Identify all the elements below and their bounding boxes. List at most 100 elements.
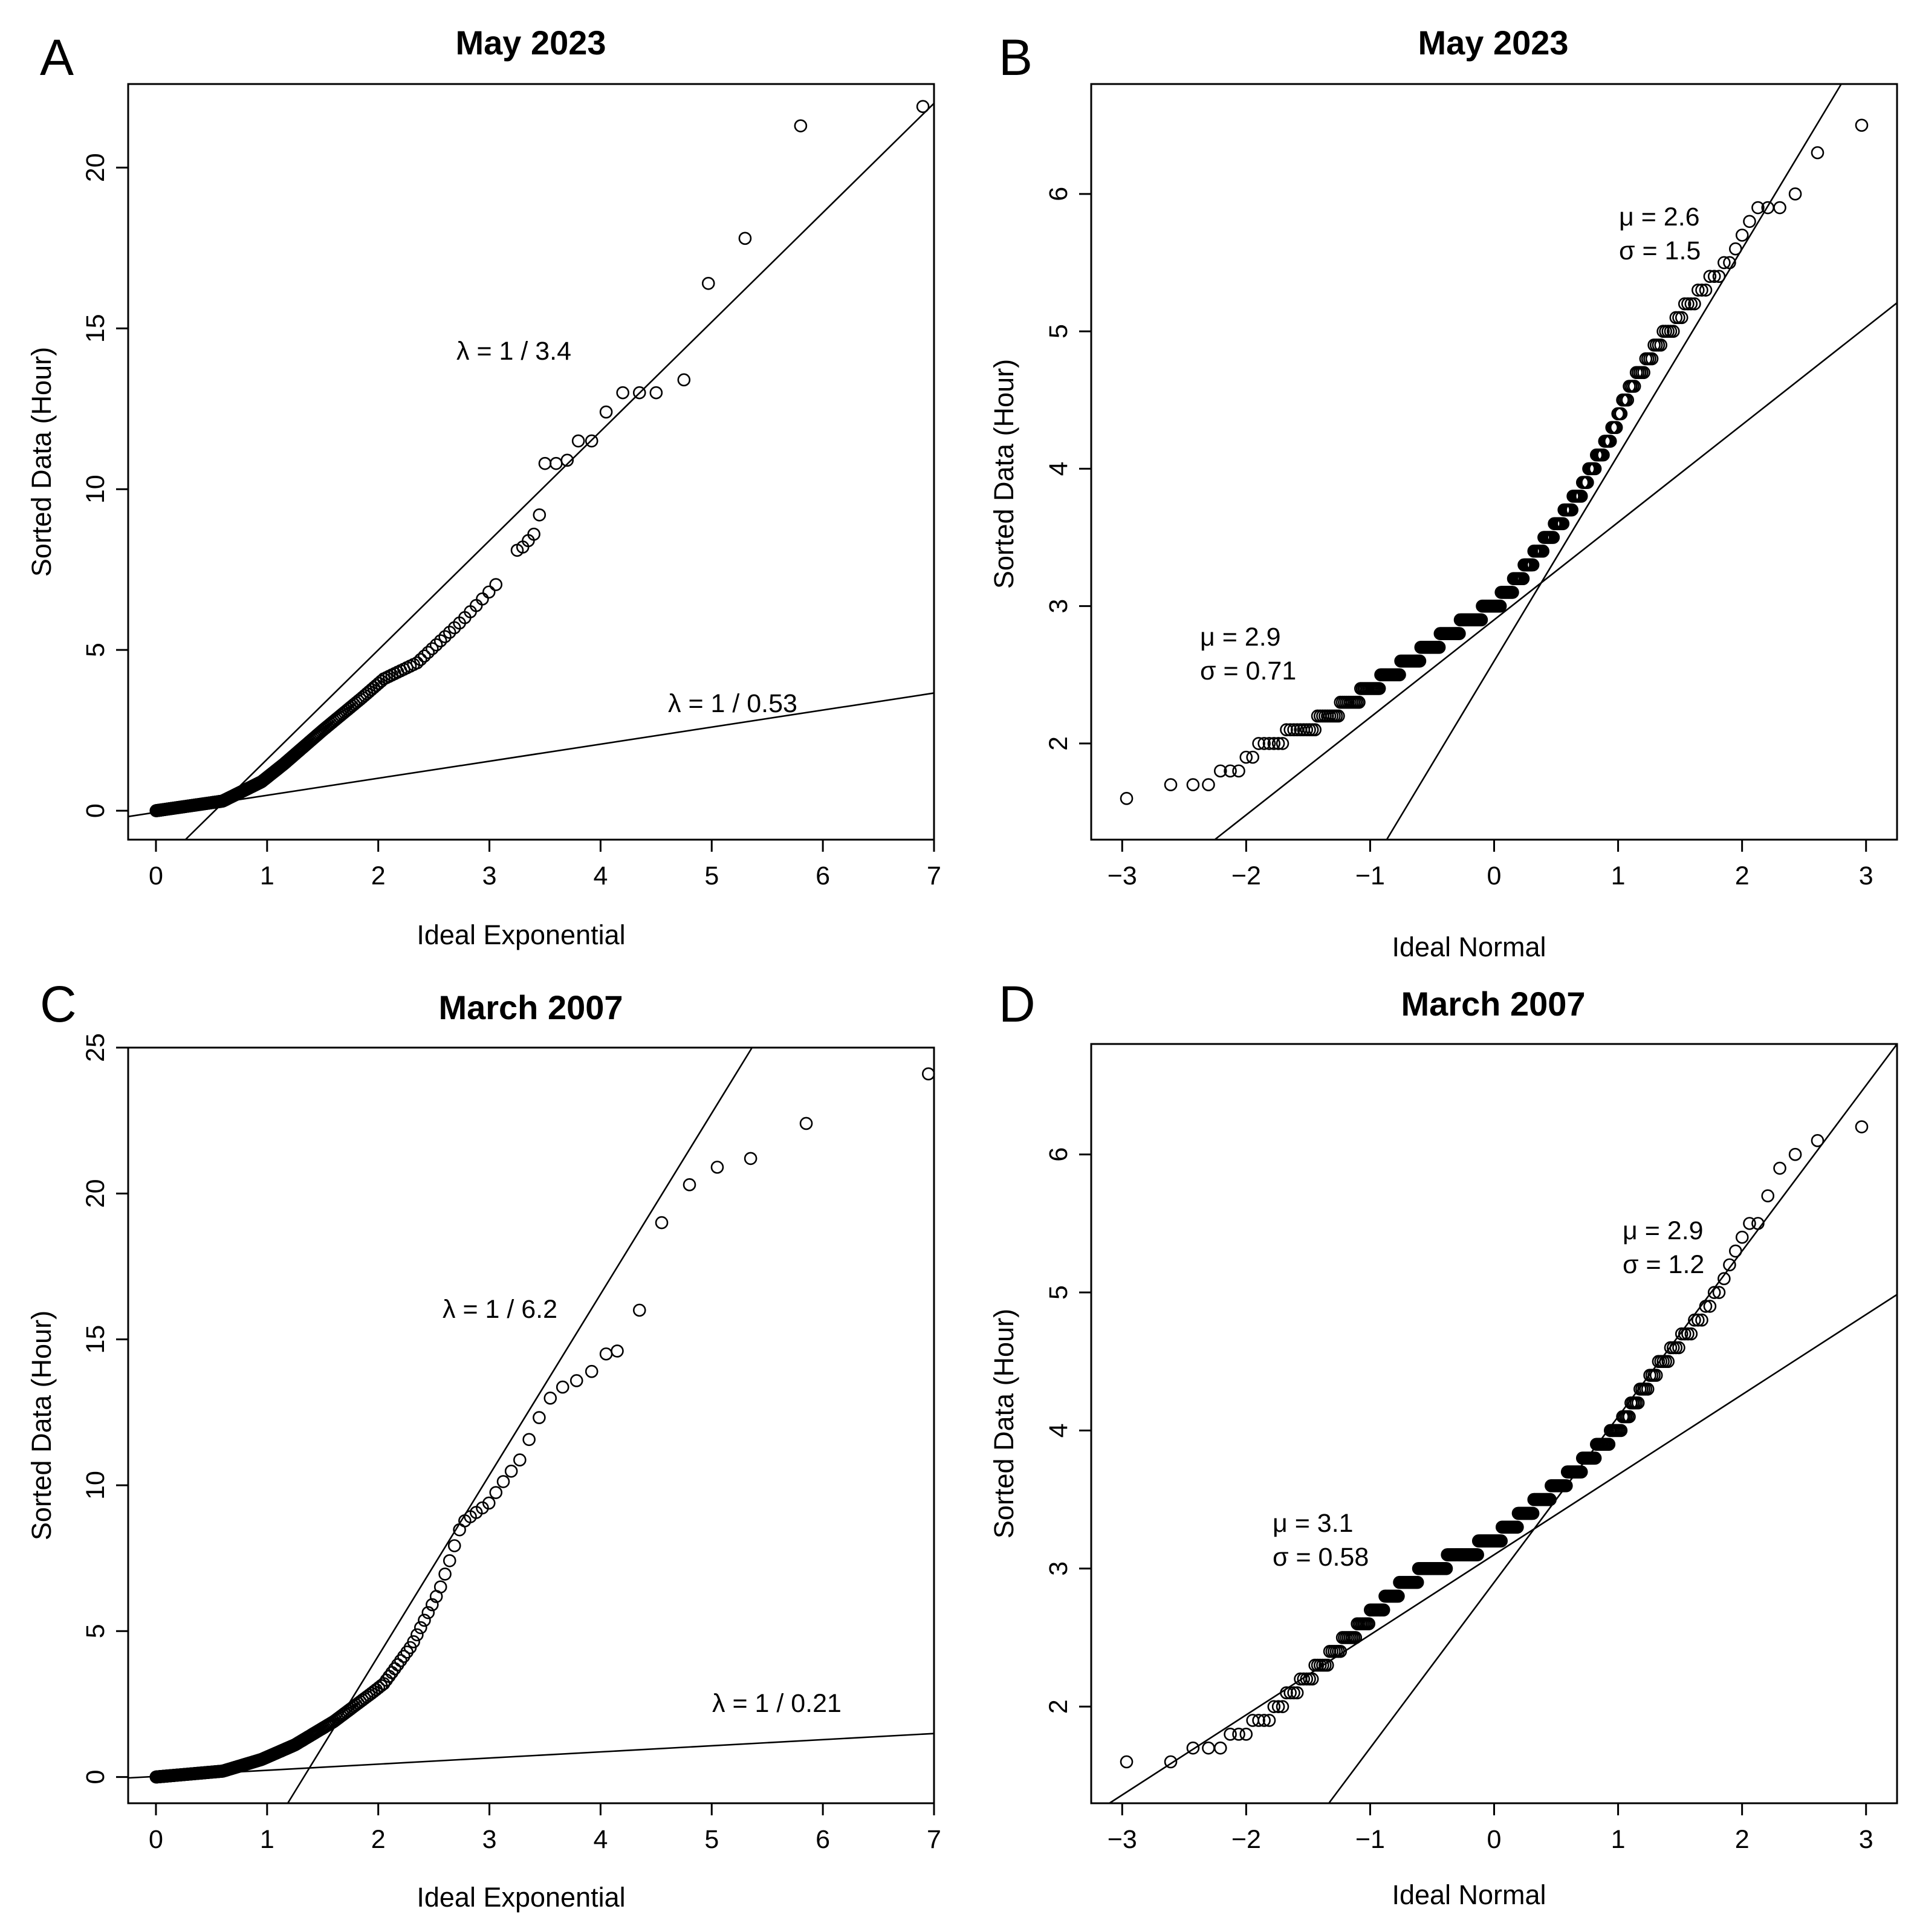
y-tick-label: 0 <box>81 803 110 818</box>
axis-ticks: −3 −2 −1 0 1 2 3 2 3 4 5 6 <box>1044 187 1873 890</box>
data-point <box>1377 1603 1390 1617</box>
y-axis-label: Sorted Data (Hour) <box>988 359 1019 589</box>
fit-lines <box>1109 1043 1898 1804</box>
data-point <box>1410 1575 1424 1589</box>
y-tick-label: 20 <box>81 153 110 182</box>
panel-a: A May 2023 0 1 2 3 4 5 6 7 0 5 10 15 20 Ideal Expone… <box>26 24 941 950</box>
data-point <box>1332 709 1345 723</box>
data-point <box>1334 1645 1348 1658</box>
chart-title: May 2023 <box>1418 24 1568 62</box>
data-point <box>1688 1313 1701 1327</box>
data-point <box>1743 1217 1756 1230</box>
data-point <box>1526 558 1540 572</box>
x-tick-label: 7 <box>927 1825 941 1854</box>
data-point <box>426 1598 439 1612</box>
x-tick-label: 0 <box>1487 1825 1502 1854</box>
data-point <box>1267 1700 1281 1713</box>
data-point <box>1493 599 1507 613</box>
data-point <box>1474 613 1488 627</box>
data-point <box>1287 1686 1300 1700</box>
data-point <box>388 1662 401 1676</box>
data-point <box>1556 517 1570 531</box>
data-point <box>414 653 427 666</box>
data-point <box>1692 1313 1705 1327</box>
data-point <box>1855 1120 1869 1133</box>
data-point <box>447 1539 461 1552</box>
x-tick-label: −3 <box>1108 861 1137 890</box>
fit-label-sigma-1.5: σ = 1.5 <box>1619 236 1701 265</box>
x-axis-label: Ideal Exponential <box>417 919 625 950</box>
data-point <box>585 434 598 448</box>
data-point <box>1546 531 1560 544</box>
x-tick-label: −2 <box>1231 1825 1261 1854</box>
data-point <box>585 1364 598 1378</box>
data-point <box>513 1453 527 1467</box>
data-point <box>1729 1244 1742 1258</box>
data-point <box>1681 297 1695 311</box>
fit-line <box>1386 83 1842 840</box>
fit-lines <box>128 1047 935 1804</box>
data-point <box>1516 572 1530 585</box>
data-point <box>1257 1714 1271 1727</box>
data-point <box>1393 668 1406 682</box>
data-point <box>1707 270 1721 283</box>
data-point <box>1276 1700 1289 1713</box>
data-point <box>1641 1383 1655 1396</box>
data-point <box>1120 1755 1134 1769</box>
data-point <box>1287 723 1300 736</box>
data-point <box>489 578 503 591</box>
data-point <box>1588 1451 1602 1465</box>
data-point <box>611 1344 624 1358</box>
y-tick-label: 10 <box>81 475 110 504</box>
data-point <box>1735 229 1749 242</box>
fit-label-lambda-3.4: λ = 1 / 3.4 <box>456 337 571 366</box>
fit-label-mu-2.9: μ = 2.9 <box>1200 623 1281 652</box>
plot-frame <box>1090 1043 1898 1804</box>
data-point <box>482 1496 496 1510</box>
data-point <box>1202 1741 1215 1755</box>
data-point <box>1688 297 1701 311</box>
x-tick-label: 0 <box>149 861 163 890</box>
data-point <box>1695 1313 1708 1327</box>
x-tick-label: 3 <box>1859 861 1873 890</box>
data-point <box>1511 1520 1524 1534</box>
data-points <box>149 100 930 817</box>
data-point <box>1723 256 1736 270</box>
data-point <box>560 453 574 467</box>
y-tick-label: 20 <box>81 1179 110 1208</box>
data-point <box>1588 462 1602 476</box>
data-point <box>701 276 715 290</box>
data-point <box>599 405 613 419</box>
data-point <box>1751 1217 1765 1230</box>
data-point <box>1712 270 1726 283</box>
data-point <box>1729 242 1742 256</box>
x-tick-label: 4 <box>593 861 608 890</box>
data-point <box>1186 1741 1200 1755</box>
data-point <box>1637 366 1650 380</box>
data-point <box>1602 1438 1616 1451</box>
data-point <box>1543 1493 1557 1506</box>
data-point <box>1645 352 1659 366</box>
data-point <box>538 456 552 470</box>
data-point <box>1707 1286 1721 1299</box>
data-point <box>1262 737 1276 750</box>
data-point <box>1224 1728 1237 1741</box>
data-point <box>1678 297 1692 311</box>
data-point <box>1120 792 1134 805</box>
x-tick-label: 7 <box>927 861 941 890</box>
data-point <box>1526 1506 1540 1520</box>
data-point <box>1735 1230 1749 1244</box>
x-tick-label: 1 <box>1611 1825 1626 1854</box>
x-tick-label: −1 <box>1355 861 1385 890</box>
data-point <box>410 1628 424 1642</box>
data-point <box>504 1464 518 1478</box>
y-tick-label: 6 <box>1044 187 1073 201</box>
data-point <box>922 1067 935 1081</box>
data-point <box>1621 393 1635 407</box>
data-point <box>1703 1300 1717 1313</box>
fit-line <box>184 102 935 840</box>
data-point <box>1232 764 1245 778</box>
data-point <box>1308 723 1322 736</box>
data-point <box>571 434 585 448</box>
data-point <box>1667 325 1680 338</box>
